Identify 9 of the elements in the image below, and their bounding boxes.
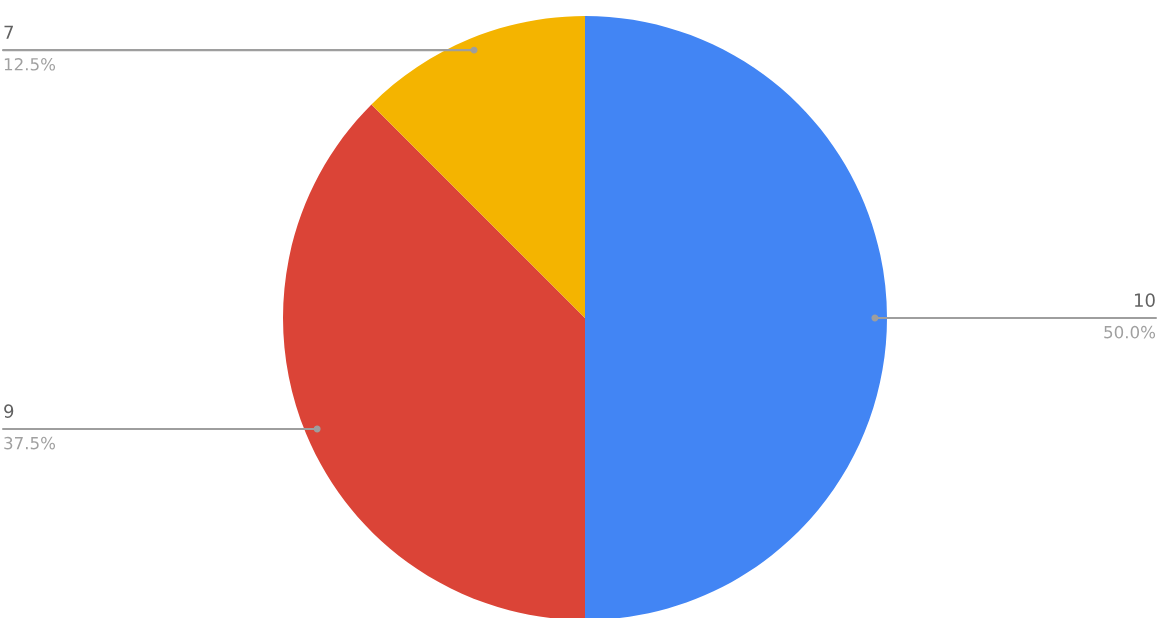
slice-label: 7 bbox=[4, 25, 13, 39]
pie-slice bbox=[585, 16, 887, 618]
data-label: 12.5% bbox=[4, 57, 56, 71]
data-label: 50.0% bbox=[1104, 325, 1156, 339]
pie-slice bbox=[371, 16, 585, 318]
pie-slice bbox=[283, 104, 585, 618]
slice-label: 9 bbox=[4, 404, 14, 418]
data-label: 37.5% bbox=[4, 436, 56, 450]
slice-label: 10 bbox=[1134, 293, 1155, 307]
